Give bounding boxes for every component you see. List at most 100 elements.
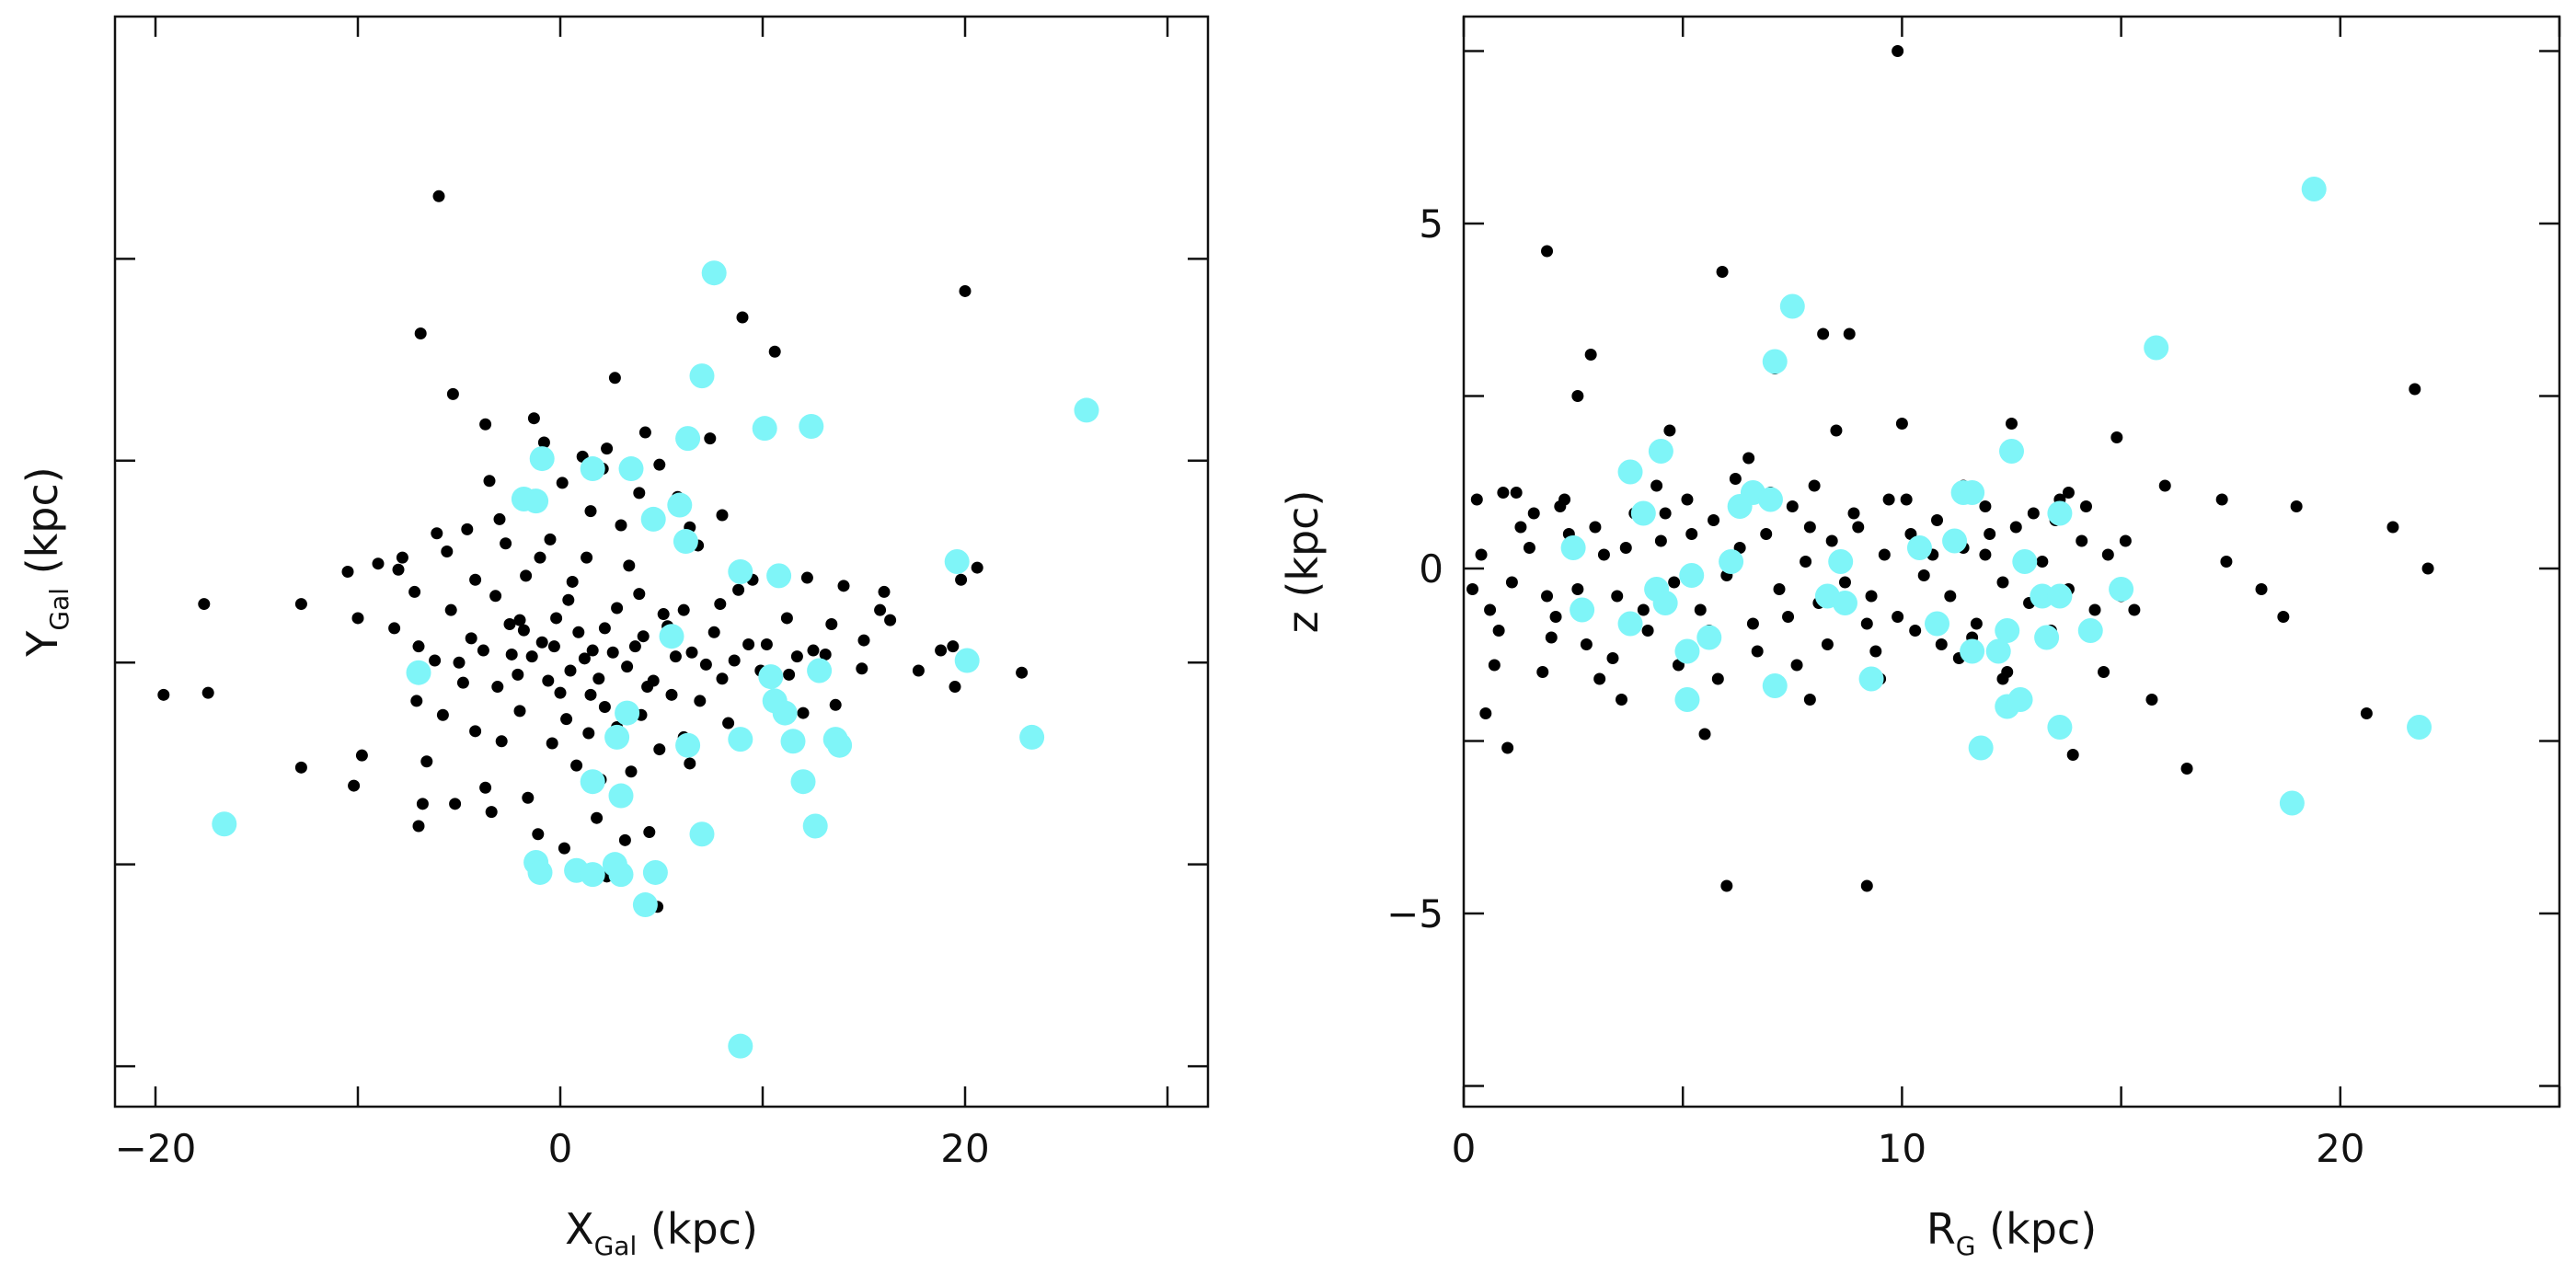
- black-data-point: [1720, 879, 1733, 892]
- black-data-point: [198, 598, 211, 611]
- black-data-point: [1549, 611, 1562, 623]
- black-data-point: [837, 580, 850, 592]
- cyan-data-point: [2047, 715, 2073, 740]
- cyan-data-point: [1630, 500, 1656, 526]
- cyan-data-point: [1925, 611, 1950, 637]
- black-data-point: [2180, 763, 2193, 775]
- black-data-point: [1825, 534, 1838, 547]
- black-data-point: [1773, 583, 1786, 595]
- black-data-point: [884, 614, 897, 626]
- black-data-point: [947, 640, 960, 653]
- black-data-point: [1878, 548, 1891, 561]
- black-data-point: [1751, 645, 1764, 658]
- black-data-point: [479, 418, 492, 431]
- cyan-data-point: [615, 700, 640, 726]
- cyan-data-point: [632, 892, 658, 918]
- cyan-data-point: [1679, 563, 1705, 588]
- black-data-point: [2066, 749, 2079, 761]
- black-data-point: [554, 686, 567, 699]
- black-data-point: [341, 565, 354, 578]
- black-data-point: [414, 327, 427, 340]
- black-data-point: [1847, 507, 1860, 520]
- cyan-data-point: [640, 506, 666, 532]
- xy-plot-frame: [113, 15, 1210, 1108]
- black-data-point: [807, 644, 820, 657]
- rz-y-axis-label: z (kpc): [1278, 490, 1328, 634]
- black-data-point: [1589, 521, 1602, 534]
- cyan-data-point: [2007, 687, 2033, 712]
- black-data-point: [1593, 672, 1606, 685]
- black-data-point: [1654, 534, 1667, 547]
- black-data-point: [1838, 576, 1851, 589]
- black-data-point: [1597, 548, 1610, 561]
- black-data-point: [500, 537, 512, 550]
- cyan-data-point: [802, 813, 828, 839]
- black-data-point: [707, 626, 720, 638]
- cyan-data-point: [580, 862, 605, 888]
- black-data-point: [1803, 694, 1816, 706]
- black-data-point: [1869, 645, 1882, 658]
- cyan-data-point: [2047, 583, 2073, 609]
- black-data-point: [1584, 349, 1597, 361]
- cyan-data-point: [1985, 638, 2011, 664]
- cyan-data-point: [667, 492, 693, 518]
- black-data-point: [2128, 603, 2141, 616]
- black-data-point: [1808, 479, 1821, 492]
- black-data-point: [1484, 603, 1497, 616]
- black-data-point: [857, 634, 870, 647]
- cyan-data-point: [527, 859, 553, 885]
- black-data-point: [1882, 493, 1895, 506]
- black-data-point: [628, 640, 641, 653]
- black-data-point: [716, 672, 729, 685]
- cyan-data-point: [827, 732, 853, 758]
- black-data-point: [1663, 424, 1676, 437]
- black-data-point: [1917, 569, 1930, 581]
- black-data-point: [2027, 507, 2040, 520]
- black-data-point: [1746, 617, 1759, 630]
- rz-plot-frame: [1462, 15, 2561, 1108]
- black-data-point: [760, 638, 773, 650]
- black-data-point: [581, 551, 593, 564]
- cyan-data-point: [1652, 591, 1678, 615]
- black-data-point: [485, 806, 498, 819]
- cyan-data-point: [1832, 591, 1857, 615]
- black-data-point: [1523, 542, 1535, 554]
- cyan-data-point: [1727, 494, 1753, 519]
- black-data-point: [396, 551, 408, 564]
- cyan-data-point: [1560, 535, 1586, 560]
- cyan-data-point: [1617, 611, 1643, 637]
- cyan-data-point: [758, 664, 784, 690]
- black-data-point: [520, 569, 533, 582]
- cyan-data-point: [1757, 487, 1783, 512]
- black-data-point: [1979, 548, 1992, 561]
- black-data-point: [912, 664, 925, 677]
- black-data-point: [444, 603, 457, 616]
- black-data-point: [959, 284, 972, 297]
- black-data-point: [1996, 576, 2009, 589]
- cyan-data-point: [1617, 459, 1643, 485]
- black-data-point: [2158, 479, 2171, 492]
- cyan-data-point: [1858, 666, 1884, 692]
- black-data-point: [512, 668, 524, 681]
- black-data-point: [592, 672, 605, 685]
- black-data-point: [535, 636, 548, 649]
- cyan-data-point: [807, 658, 833, 683]
- black-data-point: [819, 648, 832, 660]
- black-data-point: [1580, 638, 1593, 650]
- black-data-point: [495, 735, 508, 748]
- black-data-point: [1900, 493, 1913, 506]
- cyan-data-point: [1906, 535, 1932, 560]
- black-data-point: [420, 755, 433, 768]
- black-data-point: [2079, 500, 2092, 512]
- black-data-point: [637, 630, 650, 643]
- cyan-data-point: [772, 700, 798, 726]
- black-data-point: [2215, 493, 2228, 506]
- black-data-point: [1488, 659, 1501, 672]
- black-data-point: [714, 598, 727, 611]
- black-data-point: [1817, 327, 1830, 340]
- cyan-data-point: [675, 426, 701, 452]
- black-data-point: [2421, 562, 2434, 575]
- black-data-point: [598, 622, 611, 635]
- cyan-data-point: [642, 859, 668, 885]
- black-data-point: [446, 387, 459, 400]
